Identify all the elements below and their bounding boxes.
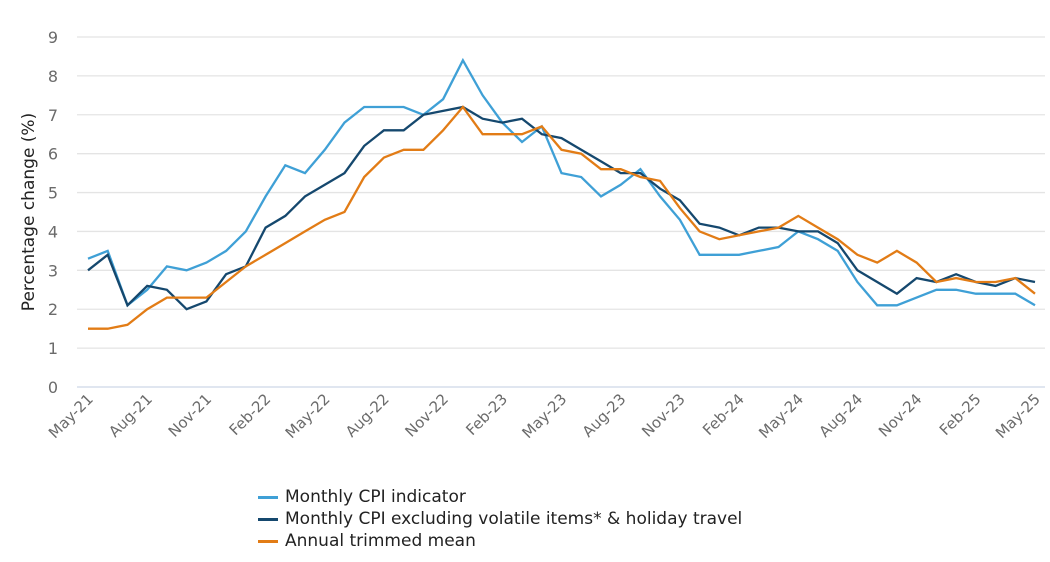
- x-tick-label: Aug-22: [342, 390, 393, 441]
- legend-label: Monthly CPI indicator: [285, 487, 466, 507]
- legend-swatch: [258, 539, 278, 543]
- y-tick-label: 3: [48, 261, 58, 280]
- y-tick-label: 4: [48, 222, 58, 241]
- y-tick-label: 1: [48, 339, 58, 358]
- y-tick-label: 0: [48, 378, 58, 397]
- y-tick-label: 5: [48, 184, 58, 203]
- x-tick-label: May-23: [519, 390, 571, 442]
- x-tick-label: Nov-22: [401, 390, 451, 440]
- legend: Monthly CPI indicator Monthly CPI excludi…: [258, 486, 742, 552]
- x-tick-label: Nov-21: [165, 390, 215, 440]
- y-axis-label: Percentage change (%): [19, 113, 39, 311]
- legend-item: Monthly CPI indicator: [258, 486, 742, 508]
- legend-swatch: [258, 495, 278, 499]
- y-tick-label: 9: [48, 28, 58, 47]
- x-tick-label: Aug-23: [579, 390, 630, 441]
- x-tick-label: Aug-24: [815, 390, 866, 441]
- y-tick-label: 7: [48, 106, 58, 125]
- legend-item: Monthly CPI excluding volatile items* & …: [258, 508, 742, 530]
- series-line-2: [88, 105, 1036, 330]
- legend-label: Monthly CPI excluding volatile items* & …: [285, 509, 743, 529]
- x-tick-label: Nov-23: [638, 390, 688, 440]
- x-tick-label: May-21: [45, 390, 97, 442]
- series-lines: [87, 57, 1036, 330]
- x-tick-label: May-22: [282, 390, 334, 442]
- x-tick-label: Nov-24: [875, 390, 925, 440]
- y-tick-label: 2: [48, 300, 58, 319]
- x-tick-label: Feb-24: [699, 390, 748, 439]
- legend-item: Annual trimmed mean: [258, 530, 742, 552]
- gridlines: [77, 36, 1045, 388]
- x-tick-label: Aug-21: [105, 390, 156, 441]
- x-axis: May-21 Aug-21 Nov-21 Feb-22 May-22 Aug-22 Nov-…: [45, 390, 1044, 442]
- legend-swatch: [258, 517, 278, 521]
- series-line-0: [87, 57, 1036, 308]
- x-tick-label: Feb-23: [462, 390, 511, 439]
- x-tick-label: May-24: [755, 390, 807, 442]
- x-tick-label: Feb-25: [936, 390, 985, 439]
- legend-label: Annual trimmed mean: [285, 531, 476, 551]
- x-tick-label: Feb-22: [226, 390, 275, 439]
- y-axis: 0 1 2 3 4 5 6 7 8 9: [48, 28, 58, 397]
- y-tick-label: 8: [48, 67, 58, 86]
- x-tick-label: May-25: [992, 390, 1044, 442]
- y-tick-label: 6: [48, 145, 58, 164]
